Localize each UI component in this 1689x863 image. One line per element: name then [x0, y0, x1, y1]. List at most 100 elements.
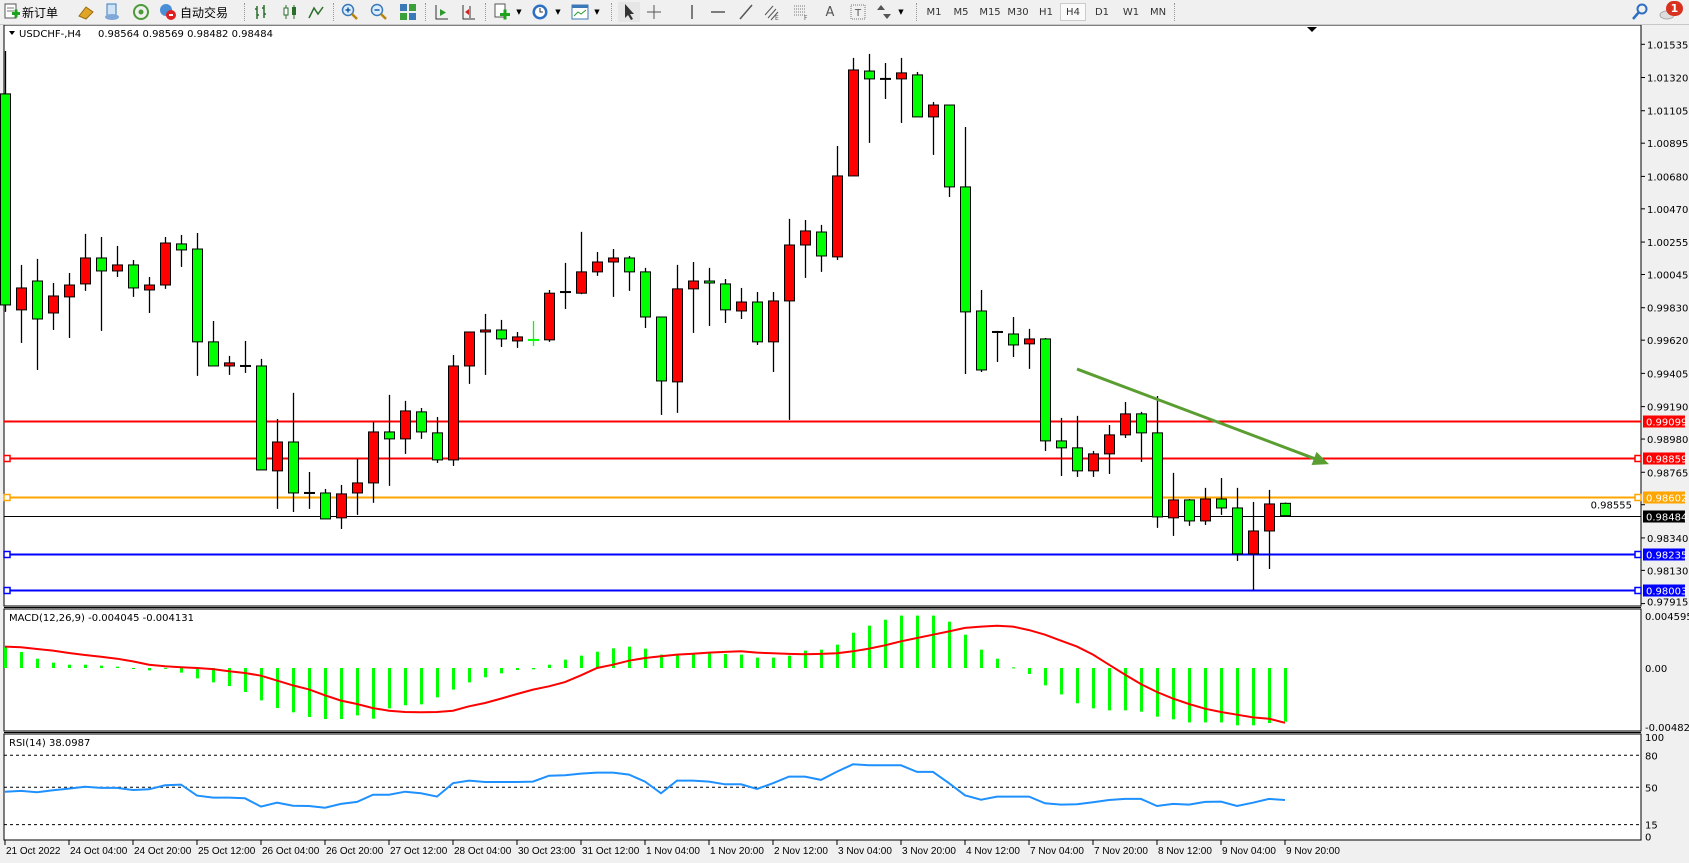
macd-histogram-bar [1204, 668, 1207, 723]
candle [1200, 487, 1211, 525]
auto-trading-button[interactable]: 自动交易 [158, 2, 228, 22]
timeframe-m15[interactable]: M15 [979, 6, 1001, 18]
svg-text:F: F [804, 15, 808, 21]
svg-text:T: T [854, 8, 862, 19]
candle-body [208, 341, 219, 367]
candle [928, 101, 939, 155]
candle-body [96, 257, 107, 272]
templates-button[interactable] [569, 2, 591, 22]
time-tick-label: 7 Nov 20:00 [1094, 846, 1148, 857]
arrows-button[interactable] [873, 2, 895, 22]
candle [592, 251, 603, 276]
candlestick-chart-button[interactable] [279, 2, 301, 22]
periods-dropdown[interactable]: ▼ [553, 2, 563, 22]
candle [1184, 498, 1195, 526]
candle [560, 262, 571, 309]
tile-windows-button[interactable] [397, 2, 419, 22]
signal-icon [133, 4, 149, 20]
candle-body [256, 365, 267, 471]
data-window-button[interactable] [101, 2, 123, 22]
candle-body [672, 288, 683, 383]
zoom-in-button[interactable] [339, 2, 361, 22]
time-tick-label: 9 Nov 04:00 [1222, 846, 1276, 857]
candle [64, 272, 75, 339]
crosshair-tool-button[interactable] [643, 2, 665, 22]
notification-badge[interactable]: 1 [1666, 1, 1683, 16]
macd-histogram-bar [420, 668, 423, 705]
horizontal-line-button[interactable] [707, 2, 729, 22]
chart-shift-button[interactable] [457, 2, 479, 22]
periods-button[interactable] [529, 2, 551, 22]
candle-body [1168, 499, 1179, 519]
macd-histogram-bar [692, 653, 695, 668]
axes: 1.01535 1.01320 1.01105 1.00895 1.00680 1.004… [4, 40, 1689, 857]
candle [1264, 489, 1275, 569]
candle-body [1024, 338, 1035, 345]
candle-body [1056, 440, 1067, 449]
candle-body [944, 104, 955, 188]
arrows-dropdown[interactable]: ▼ [896, 2, 906, 22]
rsi-line [4, 763, 1286, 809]
price-level-tag [1643, 415, 1685, 428]
candle-body [544, 292, 555, 341]
candle [672, 264, 683, 413]
timeframe-m30[interactable]: M30 [1007, 6, 1029, 18]
chart-shift-marker-icon[interactable] [1307, 27, 1317, 32]
equidistant-channel-button[interactable]: E [761, 2, 783, 22]
text-label-button[interactable]: T [847, 2, 869, 22]
arrow-shaft [1076, 367, 1315, 460]
indicators-dropdown[interactable]: ▼ [514, 2, 524, 22]
main-price-panel[interactable] [3, 25, 1642, 607]
macd-histogram-bar [244, 668, 247, 693]
new-order-button[interactable]: 新订单 [4, 2, 58, 22]
macd-histogram-bar [788, 655, 791, 668]
timeframe-w1[interactable]: W1 [1122, 6, 1140, 18]
bar-chart-button[interactable] [250, 2, 272, 22]
chart-window[interactable]: 0.99099 0.98859 0.98602 0.98484 0.98235 0.980… [0, 25, 1689, 863]
candle-body [320, 492, 331, 520]
channel-icon: E [764, 5, 779, 21]
fibonacci-button[interactable]: F [790, 2, 812, 22]
macd-indicator [4, 615, 1287, 726]
time-tick-label: 21 Oct 2022 [6, 846, 61, 857]
chart-menu-triangle-icon[interactable] [9, 31, 15, 35]
candle [320, 488, 331, 520]
candle-body [1104, 434, 1115, 455]
candle [576, 231, 587, 295]
indicators-button[interactable] [491, 2, 513, 22]
auto-scroll-button[interactable] [430, 2, 452, 22]
timeframe-m5[interactable]: M5 [953, 6, 969, 18]
search-button[interactable] [1629, 2, 1651, 22]
zoom-out-button[interactable] [368, 2, 390, 22]
timeframe-m1[interactable]: M1 [926, 6, 942, 18]
bar-chart-icon [255, 5, 266, 19]
candle [144, 276, 155, 313]
text-tool-button[interactable]: A [819, 2, 841, 22]
timeframe-mn[interactable]: MN [1149, 6, 1167, 18]
new-order-icon [4, 3, 20, 19]
candlestick-icon [283, 5, 296, 19]
trend-arrow[interactable] [1076, 367, 1329, 465]
candle-body [640, 271, 651, 318]
cursor-tool-button[interactable] [618, 2, 640, 22]
toolbar: 新订单 自动交易 ▼ ▼ ▼ E F A T ▼ M1 M5 M15 M30 H… [0, 0, 1689, 25]
macd-panel[interactable] [3, 608, 1642, 732]
timeframe-h1[interactable]: H1 [1039, 6, 1053, 18]
market-watch-button[interactable] [75, 2, 97, 22]
macd-histogram-bar [548, 664, 551, 668]
vertical-line-button[interactable] [681, 2, 703, 22]
price-tick-label: 1.01535 [1647, 40, 1688, 51]
price-level-label: 0.98484 [1646, 513, 1687, 524]
macd-histogram-bar [1044, 668, 1047, 686]
timeframe-d1[interactable]: D1 [1094, 6, 1110, 18]
line-chart-button[interactable] [305, 2, 327, 22]
navigator-button[interactable] [130, 2, 152, 22]
trendline-button[interactable] [735, 2, 757, 22]
timeframe-h4[interactable]: H4 [1060, 3, 1086, 21]
zoom-in-icon [341, 3, 358, 20]
candle [1232, 487, 1243, 561]
templates-dropdown[interactable]: ▼ [592, 2, 602, 22]
macd-histogram-bar [180, 668, 183, 673]
macd-histogram-bar [916, 615, 919, 668]
gold-bars-icon [78, 6, 94, 20]
